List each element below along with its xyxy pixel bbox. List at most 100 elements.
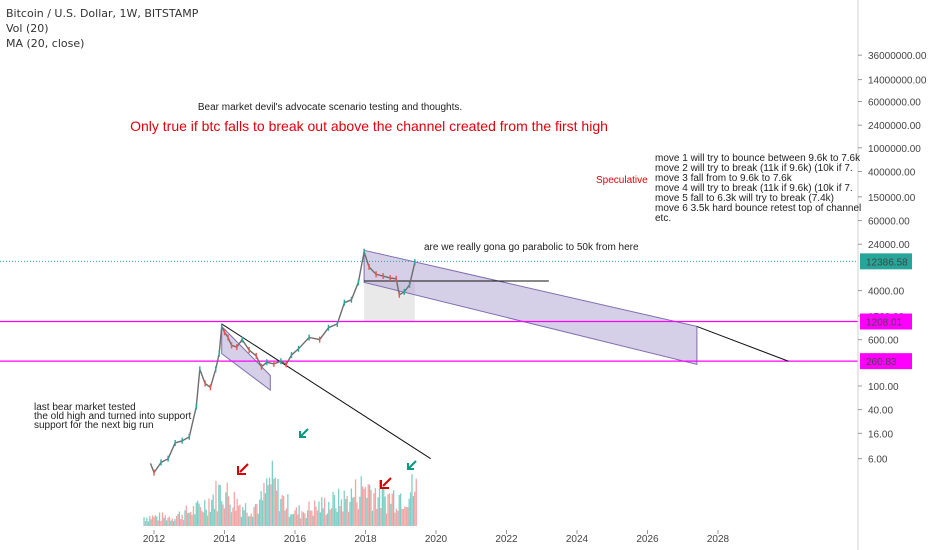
volume-bar xyxy=(260,491,262,526)
volume-bar xyxy=(199,507,202,526)
volume-bar xyxy=(349,501,351,526)
volume-bar xyxy=(350,488,352,526)
volume-bar xyxy=(304,513,306,526)
volume-bar xyxy=(154,515,156,526)
volume-bar xyxy=(263,483,265,526)
volume-bar xyxy=(370,489,372,526)
volume-bar xyxy=(280,499,282,526)
volume-bar xyxy=(160,520,162,526)
volume-bar xyxy=(332,492,334,526)
volume-bar xyxy=(219,485,221,526)
volume-bar xyxy=(240,516,242,526)
volume-bar xyxy=(212,494,214,526)
volume-bar xyxy=(270,484,272,526)
volume-bar xyxy=(318,501,320,526)
volume-bar xyxy=(367,484,369,526)
volume-bar xyxy=(404,506,406,526)
volume-bar xyxy=(383,488,385,526)
y-tick-label: 400000.00 xyxy=(868,168,916,179)
volume-bar xyxy=(229,504,231,526)
volume-bar xyxy=(171,518,173,526)
volume-bar xyxy=(354,479,357,526)
volume-bar xyxy=(329,509,331,526)
volume-bar xyxy=(307,510,309,526)
volume-bar xyxy=(180,519,182,526)
volume-bar xyxy=(173,521,175,526)
volume-bar xyxy=(302,512,305,526)
volume-bar xyxy=(261,500,264,526)
volume-bar xyxy=(384,496,386,526)
volume-bar xyxy=(398,495,400,526)
volume-bar xyxy=(339,506,341,526)
volume-bar xyxy=(374,488,376,526)
chart-subtitle: Bear market devil's advocate scenario te… xyxy=(198,102,462,113)
volume-bar xyxy=(315,506,317,526)
volume-bar xyxy=(208,498,210,526)
volume-bar xyxy=(378,480,381,526)
volume-bar xyxy=(335,508,337,526)
volume-bar xyxy=(209,512,211,526)
y-axis[interactable]: 36000000.00 14000000.00 6000000.00 2400000.… xyxy=(857,0,927,550)
volume-bar xyxy=(244,503,247,526)
red-arrow-icon xyxy=(380,477,392,489)
volume-bar xyxy=(402,508,405,526)
volume-bar xyxy=(284,510,286,526)
volume-bar xyxy=(218,484,220,526)
volume-bar xyxy=(266,478,268,526)
volume-bar xyxy=(405,507,407,526)
x-tick-label: 2018 xyxy=(354,534,377,545)
volume-bar xyxy=(278,511,281,526)
volume-bar xyxy=(359,496,361,526)
volume-bar xyxy=(168,516,171,526)
x-axis: 2012 2014 2016 2018 2020 2022 2024 2026 2028 xyxy=(143,530,730,545)
volume-bar xyxy=(362,486,364,526)
chart-headline: Only true if btc falls to break out abov… xyxy=(130,118,608,134)
volume-bar xyxy=(206,515,209,526)
volume-bar xyxy=(333,495,336,526)
volume-bar xyxy=(298,505,300,526)
ma-indicator-label[interactable]: MA (20, close) xyxy=(6,37,85,50)
y-tick-label: 6.00 xyxy=(868,455,888,466)
volume-bar xyxy=(233,492,235,526)
volume-bar xyxy=(146,517,148,526)
volume-bar xyxy=(271,460,273,526)
volume-bar xyxy=(291,514,293,526)
volume-bar xyxy=(357,509,359,526)
volume-bar xyxy=(311,510,313,526)
volume-bar xyxy=(150,519,152,526)
move-list: move 1 will try to bounce between 9.6k t… xyxy=(655,153,861,224)
price-tag-label: 12386.58 xyxy=(866,257,908,268)
volume-bar xyxy=(147,521,149,526)
volume-bar xyxy=(373,493,375,526)
volume-bar xyxy=(356,502,358,526)
y-tick-label: 6000000.00 xyxy=(868,97,921,108)
volume-bar xyxy=(182,519,185,526)
symbol-title[interactable]: Bitcoin / U.S. Dollar, 1W, BITSTAMP xyxy=(6,7,199,20)
price-tag-bg xyxy=(860,313,912,330)
y-tick-label: 150000.00 xyxy=(868,193,916,204)
volume-bar xyxy=(225,492,227,526)
volume-indicator-label[interactable]: Vol (20) xyxy=(6,22,49,35)
volume-bar xyxy=(250,513,252,526)
volume-bar xyxy=(309,510,312,526)
volume-bar xyxy=(285,508,288,526)
x-tick-label: 2012 xyxy=(143,534,166,545)
volume-bar xyxy=(205,509,207,526)
volume-bar xyxy=(294,510,296,526)
volume-bar xyxy=(202,512,204,526)
volume-bar xyxy=(400,493,402,526)
volume-bar xyxy=(412,496,414,526)
volume-bar xyxy=(369,484,371,526)
volume-bar xyxy=(230,512,233,526)
volume-bar xyxy=(414,491,416,526)
volume-bar xyxy=(215,480,217,526)
parabolic-note: are we really gona go parabolic to 50k f… xyxy=(424,242,639,253)
bear-note: last bear market tested the old high and… xyxy=(34,402,192,431)
move-line: move 4 will try to break (11k if 9.6k) (… xyxy=(655,183,853,194)
volume-bar xyxy=(322,508,324,526)
volume-bar xyxy=(305,518,307,526)
volume-bar xyxy=(411,474,413,526)
volume-bar xyxy=(353,496,355,526)
volume-bar xyxy=(181,514,183,526)
volume-bars xyxy=(143,460,417,526)
